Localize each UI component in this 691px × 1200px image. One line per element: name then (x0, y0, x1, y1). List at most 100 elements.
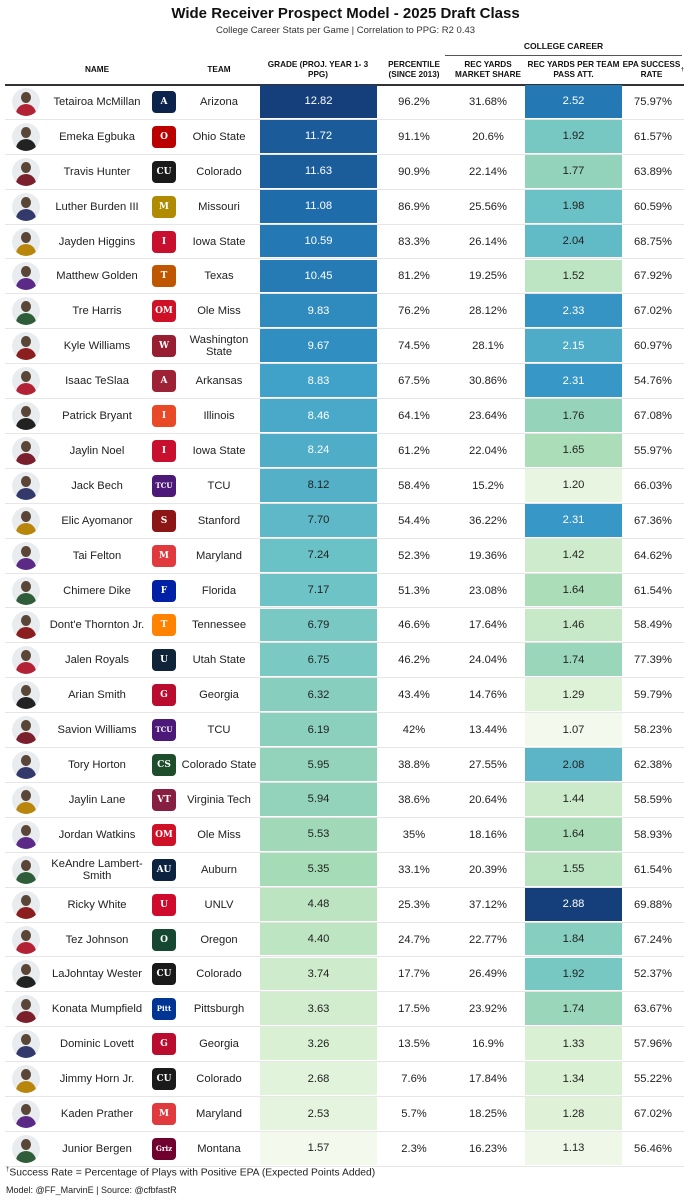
yards-per-attempt-cell: 1.42 (525, 538, 622, 572)
player-photo (12, 960, 40, 989)
header-epa-success: EPA SUCCESS RATE † (622, 58, 684, 82)
player-photo (12, 262, 40, 291)
percentile-cell: 43.4% (398, 689, 430, 702)
team-logo-cell: T (149, 609, 179, 643)
team-name: Stanford (197, 514, 241, 527)
market-share-cell: 16.23% (469, 1142, 507, 1155)
table-row: Isaac TeSlaa A Arkansas 8.83 67.5% 30.86% 2.31… (5, 364, 684, 400)
percentile-cell: 74.5% (398, 340, 430, 353)
team-name: Utah State (192, 654, 246, 667)
player-photo (12, 541, 40, 570)
player-photo (12, 192, 40, 221)
percentile-cell: 38.6% (398, 793, 430, 806)
colorado-logo: CU (152, 1068, 176, 1091)
player-photo-cell (11, 818, 41, 852)
team-name: Colorado (196, 968, 242, 981)
percentile-cell: 2.3% (401, 1142, 427, 1155)
team-name: Oregon (200, 933, 238, 946)
percentile-cell: 46.2% (398, 654, 430, 667)
colorado-logo: CU (152, 160, 176, 183)
maryland-logo: M (152, 544, 176, 567)
epa-success-cell: 56.46% (634, 1142, 672, 1155)
team-name: Maryland (195, 549, 242, 562)
team-name: Arkansas (195, 375, 243, 388)
market-share-cell: 23.92% (469, 1003, 507, 1016)
percentile-cell: 86.9% (398, 200, 430, 213)
epa-success-cell: 58.59% (634, 793, 672, 806)
team-name: Florida (201, 584, 237, 597)
grade-cell: 2.53 (260, 1097, 377, 1130)
player-name: Dominic Lovett (60, 1038, 134, 1051)
epa-success-cell: 59.79% (634, 689, 672, 702)
player-name: Tre Harris (72, 305, 122, 318)
player-name: Jayden Higgins (58, 235, 136, 248)
player-photo-cell (11, 85, 41, 119)
team-logo-cell: VT (149, 783, 179, 817)
team-logo-cell: I (149, 399, 179, 433)
washington-state-logo: W (152, 335, 176, 358)
table-row: Arian Smith G Georgia 6.32 43.4% 14.76% 1.29 59… (5, 678, 684, 714)
team-name: TCU (207, 724, 231, 737)
player-photo (12, 995, 40, 1024)
yards-per-attempt-cell: 1.92 (525, 119, 622, 153)
yards-per-attempt-cell: 1.64 (525, 817, 622, 851)
grade-cell: 9.67 (260, 329, 377, 363)
player-name: KeAndre Lambert-Smith (51, 857, 143, 882)
team-logo-cell: CU (149, 155, 179, 189)
player-photo (12, 925, 40, 954)
chart-title: Wide Receiver Prospect Model - 2025 Draf… (171, 5, 520, 22)
epa-success-cell: 61.54% (634, 584, 672, 597)
iowa-state-logo: I (152, 439, 176, 462)
market-share-cell: 18.16% (469, 828, 507, 841)
team-logo-cell: M (149, 190, 179, 224)
team-name: Texas (204, 270, 234, 283)
player-name: Arian Smith (68, 689, 126, 702)
tennessee-logo: T (152, 614, 176, 637)
yards-per-attempt-cell: 1.13 (525, 1132, 622, 1165)
percentile-cell: 13.5% (398, 1038, 430, 1051)
epa-success-cell: 67.02% (634, 1108, 672, 1121)
team-name: Virginia Tech (187, 793, 251, 806)
player-photo-cell (11, 260, 41, 294)
grade-cell: 6.32 (260, 678, 377, 712)
epa-success-cell: 67.92% (634, 270, 672, 283)
epa-success-cell: 55.97% (634, 444, 672, 457)
table-row: Jayden Higgins I Iowa State 10.59 83.3% 26.14… (5, 224, 684, 260)
grade-cell: 6.75 (260, 643, 377, 677)
player-name: Savion Williams (57, 724, 137, 737)
epa-success-cell: 55.22% (634, 1073, 672, 1086)
player-name: Travis Hunter (63, 165, 131, 178)
player-photo-cell (11, 958, 41, 992)
grade-cell: 5.53 (260, 817, 377, 851)
florida-logo: F (152, 579, 176, 602)
player-name: Patrick Bryant (62, 410, 132, 423)
player-photo-cell (11, 748, 41, 782)
yards-per-attempt-cell: 1.34 (525, 1062, 622, 1096)
epa-success-cell: 77.39% (634, 654, 672, 667)
epa-success-cell: 58.49% (634, 619, 672, 632)
player-photo (12, 681, 40, 710)
market-share-cell: 30.86% (469, 375, 507, 388)
player-photo (12, 471, 40, 500)
player-name: Luther Burden III (55, 200, 139, 213)
utah-state-logo: U (152, 649, 176, 672)
market-share-cell: 28.12% (469, 305, 507, 318)
table-row: Jaylin Noel I Iowa State 8.24 61.2% 22.04% 1.6… (5, 434, 684, 469)
player-photo (12, 820, 40, 849)
table-row: Elic Ayomanor S Stanford 7.70 54.4% 36.22% 2.3… (5, 503, 684, 539)
grade-cell: 1.57 (260, 1132, 377, 1165)
team-logo-cell: S (149, 504, 179, 538)
header-yards-per-attempt: REC YARDS PER TEAM PASS ATT. (527, 60, 620, 79)
player-name: Emeka Egbuka (59, 130, 135, 143)
header-team: TEAM (207, 65, 231, 74)
table-row: Emeka Egbuka O Ohio State 11.72 91.1% 20.6% 1.… (5, 119, 684, 155)
percentile-cell: 54.4% (398, 514, 430, 527)
yards-per-attempt-cell: 1.55 (525, 852, 622, 886)
market-share-cell: 17.64% (469, 619, 507, 632)
georgia-logo: G (152, 1033, 176, 1056)
player-photo-cell (11, 364, 41, 398)
yards-per-attempt-cell: 2.04 (525, 224, 622, 258)
player-photo-cell (11, 888, 41, 922)
market-share-cell: 16.9% (472, 1038, 504, 1051)
table-row: Tre Harris OM Ole Miss 9.83 76.2% 28.12% 2.33 6… (5, 294, 684, 330)
